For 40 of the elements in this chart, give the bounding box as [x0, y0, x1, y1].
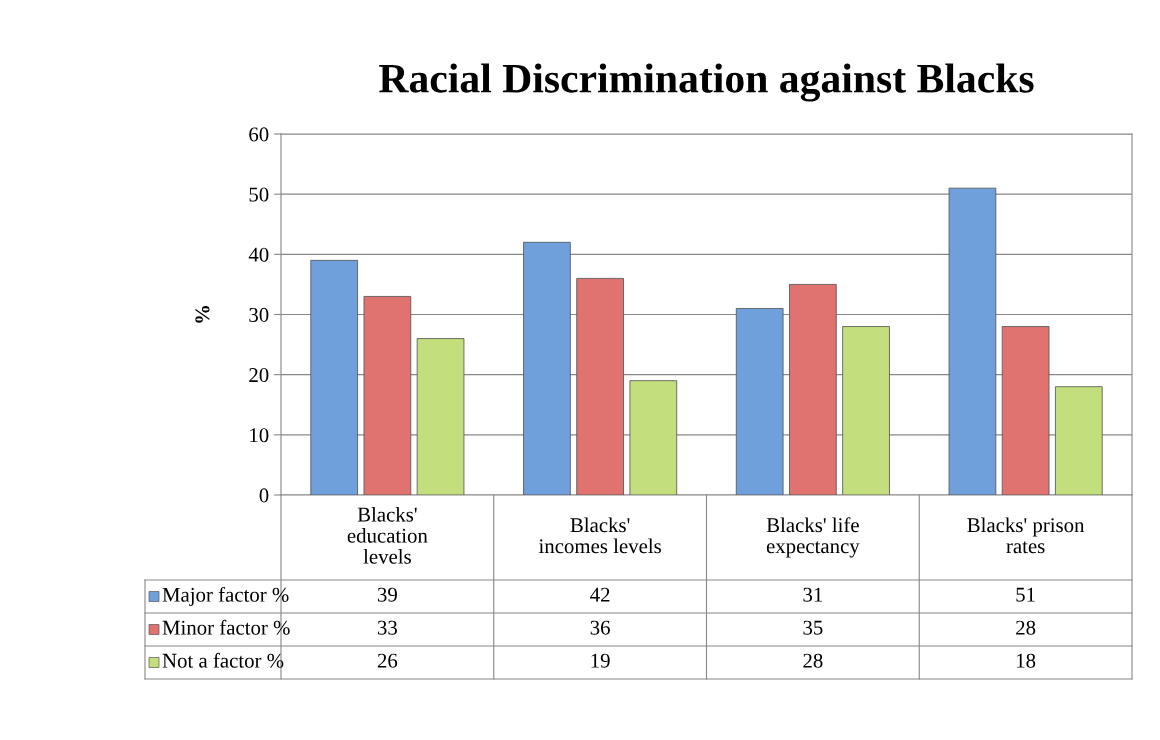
y-tick-label: 20: [249, 368, 269, 383]
y-tick-label: 40: [248, 247, 269, 262]
x-tick-label: Blacks' education levels: [347, 506, 428, 564]
bar: [523, 241, 571, 495]
data-label: 36: [590, 620, 610, 635]
data-label: 35: [803, 620, 823, 635]
data-label: 19: [591, 653, 610, 668]
data-label: 33: [377, 620, 397, 635]
data-label: 26: [377, 653, 398, 668]
bar: [416, 338, 465, 495]
y-tick-label: 30: [249, 307, 269, 322]
y-tick-label: 60: [249, 127, 269, 142]
y-tick-label: 0: [259, 488, 269, 503]
data-label: 51: [1016, 587, 1035, 602]
bar: [576, 277, 624, 495]
chart-title: Racial Discrimination against Blacks: [379, 63, 1034, 102]
data-label: 28: [1016, 620, 1036, 635]
data-label: 42: [590, 587, 610, 602]
data-label: 31: [803, 587, 823, 602]
data-label: 39: [377, 587, 397, 602]
bar: [310, 259, 359, 495]
x-tick-label: Blacks' incomes levels: [538, 517, 661, 554]
y-tick-label: 10: [250, 428, 269, 443]
y-axis-title: %: [195, 306, 210, 323]
x-tick-label: Blacks' life expectancy: [766, 517, 860, 558]
bar: [948, 187, 997, 495]
bar: [789, 284, 837, 495]
legend-label: Not a factor %: [162, 652, 284, 668]
x-tick-label: Blacks' prison rates: [967, 517, 1085, 554]
bar: [842, 326, 890, 495]
bar: [363, 296, 412, 495]
bar: [1054, 386, 1103, 495]
legend-label: Major factor %: [162, 586, 289, 607]
data-label: 28: [803, 653, 823, 668]
bar: [629, 380, 678, 495]
bar: [1001, 326, 1050, 495]
legend-label: Minor factor %: [162, 619, 290, 635]
bar: [735, 308, 784, 495]
y-tick-label: 50: [249, 187, 269, 202]
data-label: 18: [1017, 653, 1036, 668]
